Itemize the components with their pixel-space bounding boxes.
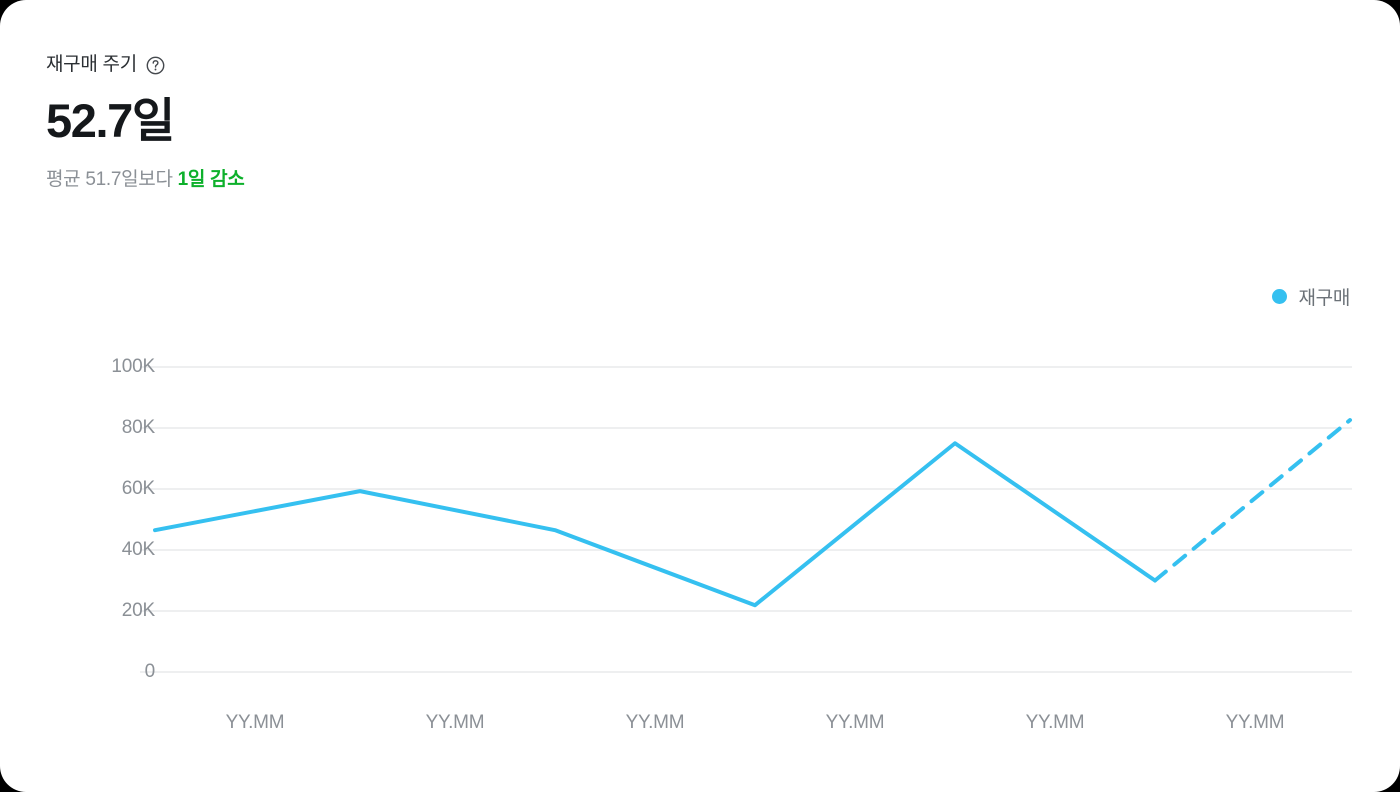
x-axis-tick-label: YY.MM [225,712,285,733]
y-axis-tick-label: 80K [121,417,155,438]
chart-legend: 재구매 [1272,283,1350,309]
kpi-comparison: 평균 51.7일보다 1일 감소 [46,167,746,193]
series-line [153,441,1157,608]
help-circle-icon[interactable] [146,56,165,75]
line-chart[interactable] [0,330,1400,750]
y-axis-tick-label: 100K [111,356,155,377]
series-lines [153,418,1352,608]
legend-marker-icon [1272,288,1288,304]
kpi-value: 52.7일 [46,94,175,147]
x-axis-tick-label: YY.MM [425,712,485,733]
kpi-delta-badge: 1일 감소 [177,169,245,190]
x-axis-tick-label: YY.MM [625,712,685,733]
kpi-header: 재구매 주기 52.7일 평균 51.7일보다 1일 감소 [46,52,746,193]
y-axis-tick-label: 20K [121,600,155,621]
series-forecast-line [1153,418,1352,583]
x-axis-tick-label: YY.MM [825,712,885,733]
legend-item-label: 재구매 [1298,287,1350,309]
kpi-comparison-prefix: 평균 51.7일보다 [46,169,178,190]
y-axis-tick-label: 40K [121,539,155,560]
y-axis-tick-label: 0 [144,661,156,682]
y-axis-tick-label: 60K [121,478,155,499]
page-title: 재구매 주기 [46,54,137,75]
kpi-title-row: 재구매 주기 [46,52,746,78]
chart-plot-svg [140,366,1352,673]
x-axis-tick-label: YY.MM [1225,712,1285,733]
x-axis-tick-label: YY.MM [1025,712,1085,733]
gridlines [140,366,1352,673]
